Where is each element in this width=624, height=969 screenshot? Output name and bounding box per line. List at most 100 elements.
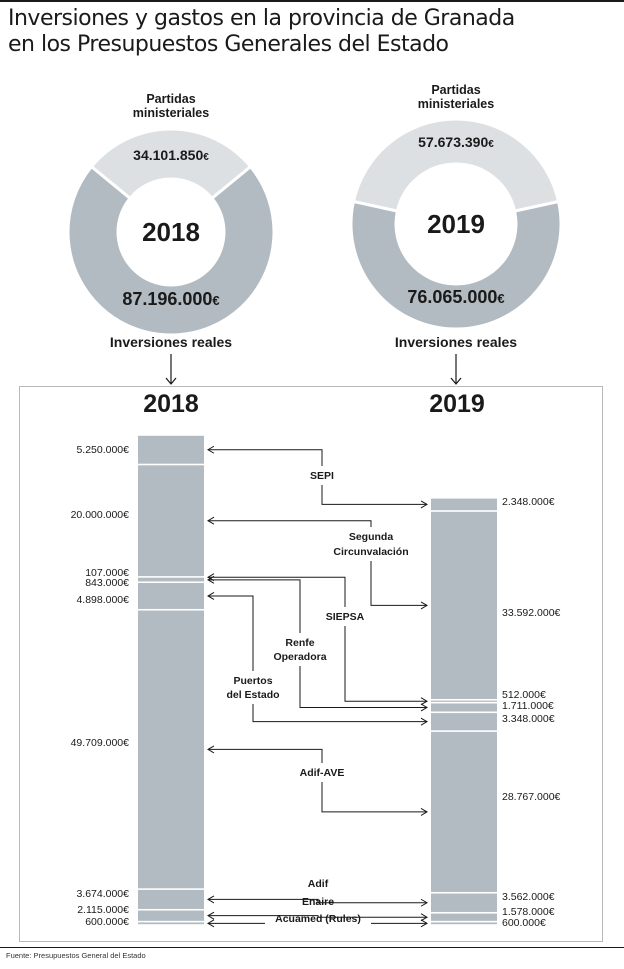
top-rule <box>0 0 624 2</box>
bar-segment <box>138 435 204 464</box>
slice-value-label: 87.196.000€ <box>122 289 219 309</box>
connector-line <box>321 485 427 505</box>
connector-line <box>208 520 372 527</box>
comparison-frame <box>19 386 603 942</box>
connector-arrow-head <box>207 745 215 754</box>
connector-segunda-circunvalaci-n: Segunda Circunvalación <box>207 516 428 610</box>
category-label: Adif-AVE <box>300 767 345 779</box>
category-label: Operadora <box>273 651 326 663</box>
connector-acuamed-rules-: Acuamed (Rules) <box>207 913 428 928</box>
column-year-2018: 2018 <box>143 390 199 418</box>
connector-line <box>252 704 427 723</box>
value-label-2018: 600.000€ <box>85 916 129 928</box>
bar-segment <box>431 498 497 511</box>
bar-segment <box>431 893 497 912</box>
connector-line <box>208 595 254 671</box>
connector-renfe-operadora: Renfe Operadora <box>207 575 428 712</box>
connector-arrow-head <box>420 919 428 928</box>
connector-line <box>344 626 427 702</box>
value-label-2019: 3.348.000€ <box>502 713 555 725</box>
bar-segment <box>138 610 204 889</box>
connector-line <box>208 898 427 904</box>
bar-segment <box>431 731 497 892</box>
arrow-head <box>450 377 462 385</box>
connector-arrow-head <box>207 895 215 904</box>
category-label: Circunvalación <box>333 546 408 558</box>
value-label-2018: 2.115.000€ <box>77 904 129 916</box>
slice-value-label: 34.101.850€ <box>133 147 209 163</box>
category-label: Puertos <box>233 675 272 687</box>
bar-stack-2019 <box>431 498 497 925</box>
value-label-2018: 20.000.000€ <box>71 509 130 521</box>
connector-arrow-head <box>207 445 215 454</box>
category-label: SIEPSA <box>326 611 365 623</box>
bottom-rule <box>0 947 624 948</box>
column-year-2019: 2019 <box>429 390 485 418</box>
connector-adif-ave: Adif-AVE <box>207 745 428 816</box>
bar-segment <box>431 713 497 731</box>
connector-line <box>321 782 427 813</box>
value-label-2019: 600.000€ <box>502 917 546 929</box>
bar-segment <box>138 889 204 909</box>
donut-slice-inversiones-reales <box>66 164 276 337</box>
bar-segment <box>138 922 204 925</box>
bar-segment <box>431 703 497 712</box>
value-label-2018: 49.709.000€ <box>71 737 130 749</box>
connector-line <box>208 748 323 763</box>
connector-siepsa: SIEPSA <box>207 573 428 706</box>
value-label-2019: 512.000€ <box>502 689 546 701</box>
connector-puertos-del-estado: Puertos del Estado <box>207 592 428 726</box>
category-label: Segunda <box>349 531 393 543</box>
connector-line <box>208 576 346 607</box>
connector-arrow-head <box>207 911 215 920</box>
bar-segment <box>138 578 204 582</box>
value-label-2018: 5.250.000€ <box>76 444 129 456</box>
value-label-2019: 1.711.000€ <box>502 700 554 712</box>
connector-arrow-head <box>420 601 428 610</box>
category-label: SEPI <box>310 470 334 482</box>
bar-stack-2018 <box>138 435 204 925</box>
connector-arrow-head <box>420 898 428 907</box>
category-label: del Estado <box>226 689 279 701</box>
connector-arrow-head <box>420 500 428 509</box>
connector-line <box>370 561 427 606</box>
source-note: Fuente: Presupuestos General del Estado <box>6 951 146 960</box>
bar-segment <box>138 465 204 577</box>
donut-slice-inversiones-reales <box>349 199 563 331</box>
value-label-2018: 4.898.000€ <box>76 594 129 606</box>
donut-bottom-label: Inversiones reales <box>395 334 517 350</box>
connector-arrow-head <box>420 703 428 712</box>
connector-arrow-head <box>420 913 428 922</box>
slice-value-label: 57.673.390€ <box>418 134 494 150</box>
value-label-2019: 28.767.000€ <box>502 791 561 803</box>
connector-line <box>208 449 323 466</box>
connector-arrow-head <box>207 592 215 600</box>
category-label: Enaire <box>302 896 334 908</box>
donut-slice-partidas-ministeriales <box>351 117 561 213</box>
category-label: Adif <box>308 878 329 890</box>
connector-arrow-head <box>207 919 215 928</box>
value-label-2019: 1.578.000€ <box>502 906 555 918</box>
connector-arrow-head <box>420 807 428 816</box>
connector-sepi: SEPI <box>207 445 428 509</box>
connector-arrow-head <box>420 697 428 706</box>
connector-arrow-head <box>420 717 428 726</box>
category-label: Acuamed (Rules) <box>275 913 361 925</box>
connector-adif: Adif <box>207 878 428 907</box>
bar-segment <box>431 913 497 921</box>
bar-segment <box>431 511 497 699</box>
bar-segment <box>138 910 204 921</box>
value-label-2019: 33.592.000€ <box>502 607 561 619</box>
connector-line <box>208 915 427 918</box>
value-label-2019: 3.562.000€ <box>502 891 555 903</box>
value-label-2018: 107.000€ <box>85 567 129 579</box>
connector-line <box>299 666 427 708</box>
donut-year-label: 2019 <box>427 209 485 239</box>
donut-top-label: Partidas <box>431 83 480 97</box>
donut-top-label: ministeriales <box>418 97 494 111</box>
title-line-2: en los Presupuestos Generales del Estado <box>8 32 449 57</box>
connector-enaire: Enaire <box>207 896 428 922</box>
category-label: Renfe <box>285 637 314 649</box>
